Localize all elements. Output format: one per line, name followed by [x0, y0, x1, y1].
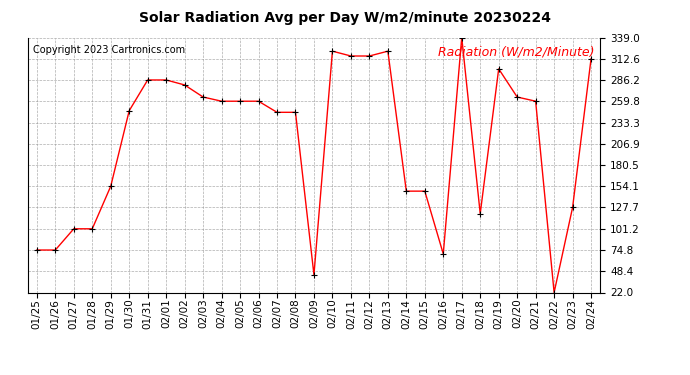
Text: Copyright 2023 Cartronics.com: Copyright 2023 Cartronics.com [33, 45, 186, 55]
Text: Solar Radiation Avg per Day W/m2/minute 20230224: Solar Radiation Avg per Day W/m2/minute … [139, 11, 551, 25]
Text: Radiation (W/m2/Minute): Radiation (W/m2/Minute) [438, 45, 595, 58]
